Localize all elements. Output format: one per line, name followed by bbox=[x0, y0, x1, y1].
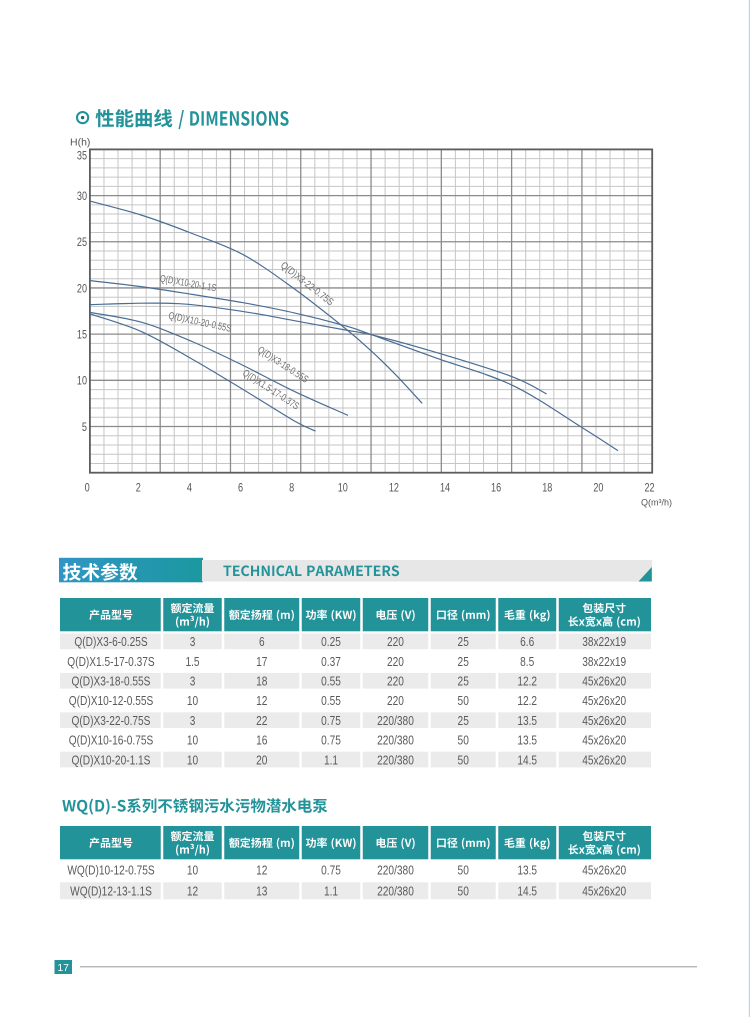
svg-text:220/380: 220/380 bbox=[377, 713, 414, 728]
svg-text:25: 25 bbox=[458, 634, 469, 649]
svg-text:0.75: 0.75 bbox=[321, 863, 341, 878]
svg-text:Q(D)X10-20-1.1S: Q(D)X10-20-1.1S bbox=[72, 752, 151, 767]
svg-text:1.1: 1.1 bbox=[324, 752, 338, 767]
svg-text:14.5: 14.5 bbox=[517, 752, 537, 767]
svg-text:10: 10 bbox=[187, 752, 198, 767]
svg-text:13: 13 bbox=[256, 884, 267, 899]
svg-text:50: 50 bbox=[458, 752, 469, 767]
svg-text:2: 2 bbox=[136, 481, 141, 495]
svg-text:WQ(D)12-13-1.1S: WQ(D)12-13-1.1S bbox=[70, 884, 152, 899]
svg-text:220/380: 220/380 bbox=[377, 733, 414, 748]
svg-text:45x26x20: 45x26x20 bbox=[582, 884, 626, 899]
svg-text:10: 10 bbox=[77, 374, 87, 388]
svg-text:18: 18 bbox=[542, 481, 552, 495]
svg-text:0.55: 0.55 bbox=[321, 693, 341, 708]
svg-text:13.5: 13.5 bbox=[517, 733, 537, 748]
svg-text:45x26x20: 45x26x20 bbox=[582, 733, 626, 748]
svg-text:0.55: 0.55 bbox=[321, 674, 341, 689]
svg-text:38x22x19: 38x22x19 bbox=[582, 654, 626, 669]
svg-text:220: 220 bbox=[387, 634, 404, 649]
svg-text:220: 220 bbox=[387, 654, 404, 669]
svg-text:WQ(D)10-12-0.75S: WQ(D)10-12-0.75S bbox=[67, 863, 155, 878]
svg-text:18: 18 bbox=[256, 674, 267, 689]
svg-text:17: 17 bbox=[57, 962, 69, 974]
svg-text:0.75: 0.75 bbox=[321, 713, 341, 728]
svg-text:6: 6 bbox=[238, 481, 243, 495]
svg-text:16: 16 bbox=[491, 481, 501, 495]
svg-text:12: 12 bbox=[389, 481, 399, 495]
svg-text:12: 12 bbox=[256, 693, 267, 708]
svg-text:45x26x20: 45x26x20 bbox=[582, 863, 626, 878]
svg-text:3: 3 bbox=[190, 674, 196, 689]
svg-text:10: 10 bbox=[338, 481, 348, 495]
svg-text:25: 25 bbox=[77, 235, 87, 249]
svg-text:220/380: 220/380 bbox=[377, 884, 414, 899]
svg-text:12.2: 12.2 bbox=[517, 693, 537, 708]
svg-text:4: 4 bbox=[187, 481, 192, 495]
svg-text:20: 20 bbox=[256, 752, 267, 767]
svg-text:8.5: 8.5 bbox=[520, 654, 534, 669]
svg-text:1.5: 1.5 bbox=[185, 654, 199, 669]
svg-text:13.5: 13.5 bbox=[517, 863, 537, 878]
svg-text:50: 50 bbox=[458, 733, 469, 748]
svg-text:Q(D)X3-6-0.25S: Q(D)X3-6-0.25S bbox=[74, 634, 148, 649]
svg-text:22: 22 bbox=[644, 481, 654, 495]
svg-text:50: 50 bbox=[458, 693, 469, 708]
svg-text:8: 8 bbox=[289, 481, 294, 495]
svg-text:1.1: 1.1 bbox=[324, 884, 338, 899]
svg-text:25: 25 bbox=[458, 674, 469, 689]
svg-text:38x22x19: 38x22x19 bbox=[582, 634, 626, 649]
svg-text:220/380: 220/380 bbox=[377, 752, 414, 767]
svg-text:0.37: 0.37 bbox=[321, 654, 341, 669]
svg-text:Q(D)X1.5-17-0.37S: Q(D)X1.5-17-0.37S bbox=[67, 654, 155, 669]
svg-text:15: 15 bbox=[77, 328, 87, 342]
svg-text:3: 3 bbox=[190, 713, 196, 728]
svg-text:Q(D)X10-16-0.75S: Q(D)X10-16-0.75S bbox=[69, 733, 154, 748]
svg-text:25: 25 bbox=[458, 713, 469, 728]
svg-text:6: 6 bbox=[259, 634, 265, 649]
svg-text:Q(D)X3-22-0.75S: Q(D)X3-22-0.75S bbox=[72, 713, 151, 728]
svg-text:16: 16 bbox=[256, 733, 267, 748]
svg-text:35: 35 bbox=[77, 149, 87, 163]
svg-text:0: 0 bbox=[85, 481, 90, 495]
svg-text:220: 220 bbox=[387, 674, 404, 689]
svg-text:20: 20 bbox=[77, 281, 87, 295]
svg-text:45x26x20: 45x26x20 bbox=[582, 693, 626, 708]
svg-text:17: 17 bbox=[256, 654, 267, 669]
svg-text:14.5: 14.5 bbox=[517, 884, 537, 899]
svg-text:3: 3 bbox=[190, 634, 196, 649]
svg-text:12: 12 bbox=[256, 863, 267, 878]
svg-text:45x26x20: 45x26x20 bbox=[582, 752, 626, 767]
svg-text:25: 25 bbox=[458, 654, 469, 669]
svg-text:13.5: 13.5 bbox=[517, 713, 537, 728]
svg-text:220: 220 bbox=[387, 693, 404, 708]
svg-text:H(h): H(h) bbox=[70, 137, 90, 149]
svg-text:Q(m³/h): Q(m³/h) bbox=[641, 498, 672, 508]
svg-text:14: 14 bbox=[440, 481, 450, 495]
svg-text:Q(D)X10-12-0.55S: Q(D)X10-12-0.55S bbox=[69, 693, 154, 708]
svg-text:30: 30 bbox=[77, 189, 87, 203]
svg-text:10: 10 bbox=[187, 693, 198, 708]
svg-text:22: 22 bbox=[256, 713, 267, 728]
svg-text:220/380: 220/380 bbox=[377, 863, 414, 878]
svg-text:Q(D)X3-18-0.55S: Q(D)X3-18-0.55S bbox=[72, 674, 151, 689]
svg-text:50: 50 bbox=[458, 863, 469, 878]
svg-text:5: 5 bbox=[82, 420, 87, 434]
svg-text:6.6: 6.6 bbox=[520, 634, 534, 649]
svg-text:0.25: 0.25 bbox=[321, 634, 341, 649]
svg-text:12.2: 12.2 bbox=[517, 674, 537, 689]
svg-text:50: 50 bbox=[458, 884, 469, 899]
svg-text:10: 10 bbox=[187, 733, 198, 748]
svg-text:10: 10 bbox=[187, 863, 198, 878]
svg-text:20: 20 bbox=[593, 481, 603, 495]
svg-text:12: 12 bbox=[187, 884, 198, 899]
svg-text:45x26x20: 45x26x20 bbox=[582, 674, 626, 689]
svg-text:45x26x20: 45x26x20 bbox=[582, 713, 626, 728]
svg-text:0.75: 0.75 bbox=[321, 733, 341, 748]
